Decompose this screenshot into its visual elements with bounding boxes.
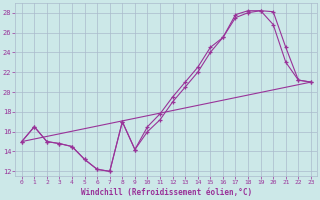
X-axis label: Windchill (Refroidissement éolien,°C): Windchill (Refroidissement éolien,°C) <box>81 188 252 197</box>
